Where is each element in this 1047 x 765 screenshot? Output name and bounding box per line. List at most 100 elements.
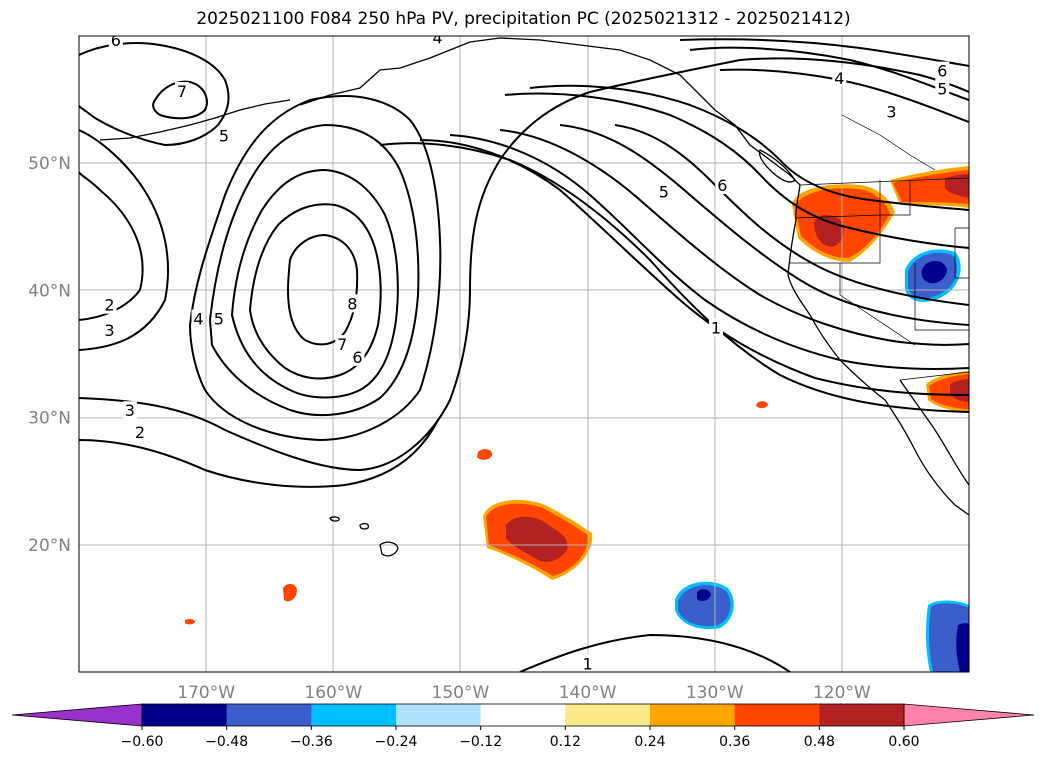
contour-label-gap xyxy=(580,654,595,672)
contour-label: 4 xyxy=(432,29,442,48)
colorbar-tick-label: −0.60 xyxy=(121,734,164,750)
pv-contour-east-2 xyxy=(419,139,969,396)
contour-label-gap xyxy=(345,294,360,313)
contour-label-gap xyxy=(350,347,365,366)
precip-positive-rockies-core xyxy=(945,174,969,198)
colorbar-extension-high xyxy=(903,703,1035,727)
contour-label: 6 xyxy=(111,31,121,50)
contour-label: 5 xyxy=(937,79,947,98)
state-border-id xyxy=(880,180,911,216)
pv-contour-ne-3 xyxy=(719,68,969,123)
lon-tick-label: 130°W xyxy=(686,683,744,703)
contour-label-gap xyxy=(102,321,117,340)
colorbar-box xyxy=(311,704,397,726)
state-border-nv-ut xyxy=(914,263,969,331)
contour-label: 6 xyxy=(717,176,727,195)
contour-label: 7 xyxy=(337,335,347,354)
contour-label-gap xyxy=(935,79,950,98)
colorbar-box xyxy=(480,704,566,726)
contour-label: 2 xyxy=(135,423,145,442)
contour-label: 5 xyxy=(219,126,229,145)
vancouver-island xyxy=(758,149,796,183)
contour-label-gap xyxy=(108,36,123,50)
colorbar-box xyxy=(142,704,227,726)
us-west-coast xyxy=(787,184,969,516)
pv-contour-west-3 xyxy=(79,129,169,351)
pv-contour-loop-4 xyxy=(188,95,442,442)
contour-label: 5 xyxy=(214,310,224,329)
contour-label-gap xyxy=(935,61,950,80)
state-border-ut-az xyxy=(954,227,969,279)
precip-positive-central-core xyxy=(506,516,568,562)
colorbar-tick-label: 0.24 xyxy=(634,734,665,750)
precip-negative-east-pacific xyxy=(678,585,731,627)
us-mexico-border xyxy=(899,371,969,381)
pv-contour-east-5b xyxy=(559,124,969,326)
colorbar-tick-label: 0.12 xyxy=(550,734,581,750)
contour-label-gap xyxy=(174,81,189,100)
contour-label-gap xyxy=(102,295,117,314)
state-border-ca-nv xyxy=(839,263,916,346)
precip-small-spot xyxy=(283,584,297,602)
contour-label-gap xyxy=(884,102,899,121)
colorbar-tick-label: −0.36 xyxy=(290,734,333,750)
contour-label-gap xyxy=(708,318,723,337)
colorbar: −0.60 −0.48 −0.36 −0.24 −0.12 0.12 0.24 0.36 0.4… xyxy=(11,703,1035,750)
contour-label: 3 xyxy=(125,401,135,420)
contour-label-gap xyxy=(191,309,206,328)
contour-label-gap xyxy=(430,36,445,47)
precip-small-spot xyxy=(477,449,493,460)
pv-contour-north-6 xyxy=(79,42,230,147)
contour-label: 5 xyxy=(659,182,669,201)
pv-contour-ne-6 xyxy=(679,38,969,67)
colorbar-box xyxy=(650,704,735,726)
graticule xyxy=(79,36,969,672)
latitude-tick-labels: 50°N 40°N 30°N 20°N xyxy=(28,154,71,556)
lon-tick-label: 140°W xyxy=(559,683,617,703)
colorbar-box xyxy=(734,704,820,726)
pv-contour-east-6 xyxy=(529,84,969,211)
pv-contour-east-4 xyxy=(499,129,969,346)
precip-negative-south-core xyxy=(956,623,969,672)
contour-label: 7 xyxy=(177,82,187,101)
hawaii-oahu xyxy=(329,516,340,522)
pv-contour-south-1 xyxy=(519,633,791,672)
longitude-tick-labels: 170°W 160°W 150°W 140°W 130°W 120°W xyxy=(177,683,871,703)
map-axes-frame xyxy=(78,35,970,673)
precip-small-spot xyxy=(756,401,768,409)
contour-label-gap xyxy=(335,335,350,354)
contour-label: 1 xyxy=(582,654,592,673)
contour-label: 6 xyxy=(352,348,362,367)
state-border-or-ca xyxy=(790,215,881,264)
pv-contour-east-5 xyxy=(504,92,969,249)
precip-negative-east-pacific-core xyxy=(697,589,711,602)
lat-tick-label: 20°N xyxy=(28,536,71,556)
pv-contour-loop-6 xyxy=(230,168,399,399)
contour-label: 3 xyxy=(886,102,896,121)
hawaii-maui xyxy=(359,522,370,530)
colorbar-tick-label: −0.12 xyxy=(459,734,502,750)
pv-contour-east-1 xyxy=(379,142,969,413)
colorbar-tick-label: 0.36 xyxy=(719,734,750,750)
contour-label: 4 xyxy=(834,69,844,88)
pv-contour-loop-8 xyxy=(286,233,359,346)
hawaii-island xyxy=(379,541,399,557)
contour-label: 4 xyxy=(193,310,203,329)
colorbar-outline xyxy=(141,703,905,727)
colorbar-tick-label: −0.24 xyxy=(375,734,418,750)
contour-label-gap xyxy=(122,401,137,420)
contour-label: 2 xyxy=(104,296,114,315)
contour-label: 8 xyxy=(347,294,357,313)
pv-contour-south-3 xyxy=(79,57,969,472)
precip-positive-southwest-core xyxy=(950,379,969,402)
contour-label: 3 xyxy=(104,321,114,340)
contour-label-gap xyxy=(133,422,148,441)
lon-tick-label: 160°W xyxy=(304,683,362,703)
political-borders xyxy=(790,114,969,381)
colorbar-box xyxy=(226,704,312,726)
lon-tick-label: 170°W xyxy=(177,683,235,703)
precip-negative-great-basin-core xyxy=(921,260,947,284)
lat-tick-label: 50°N xyxy=(28,154,71,174)
